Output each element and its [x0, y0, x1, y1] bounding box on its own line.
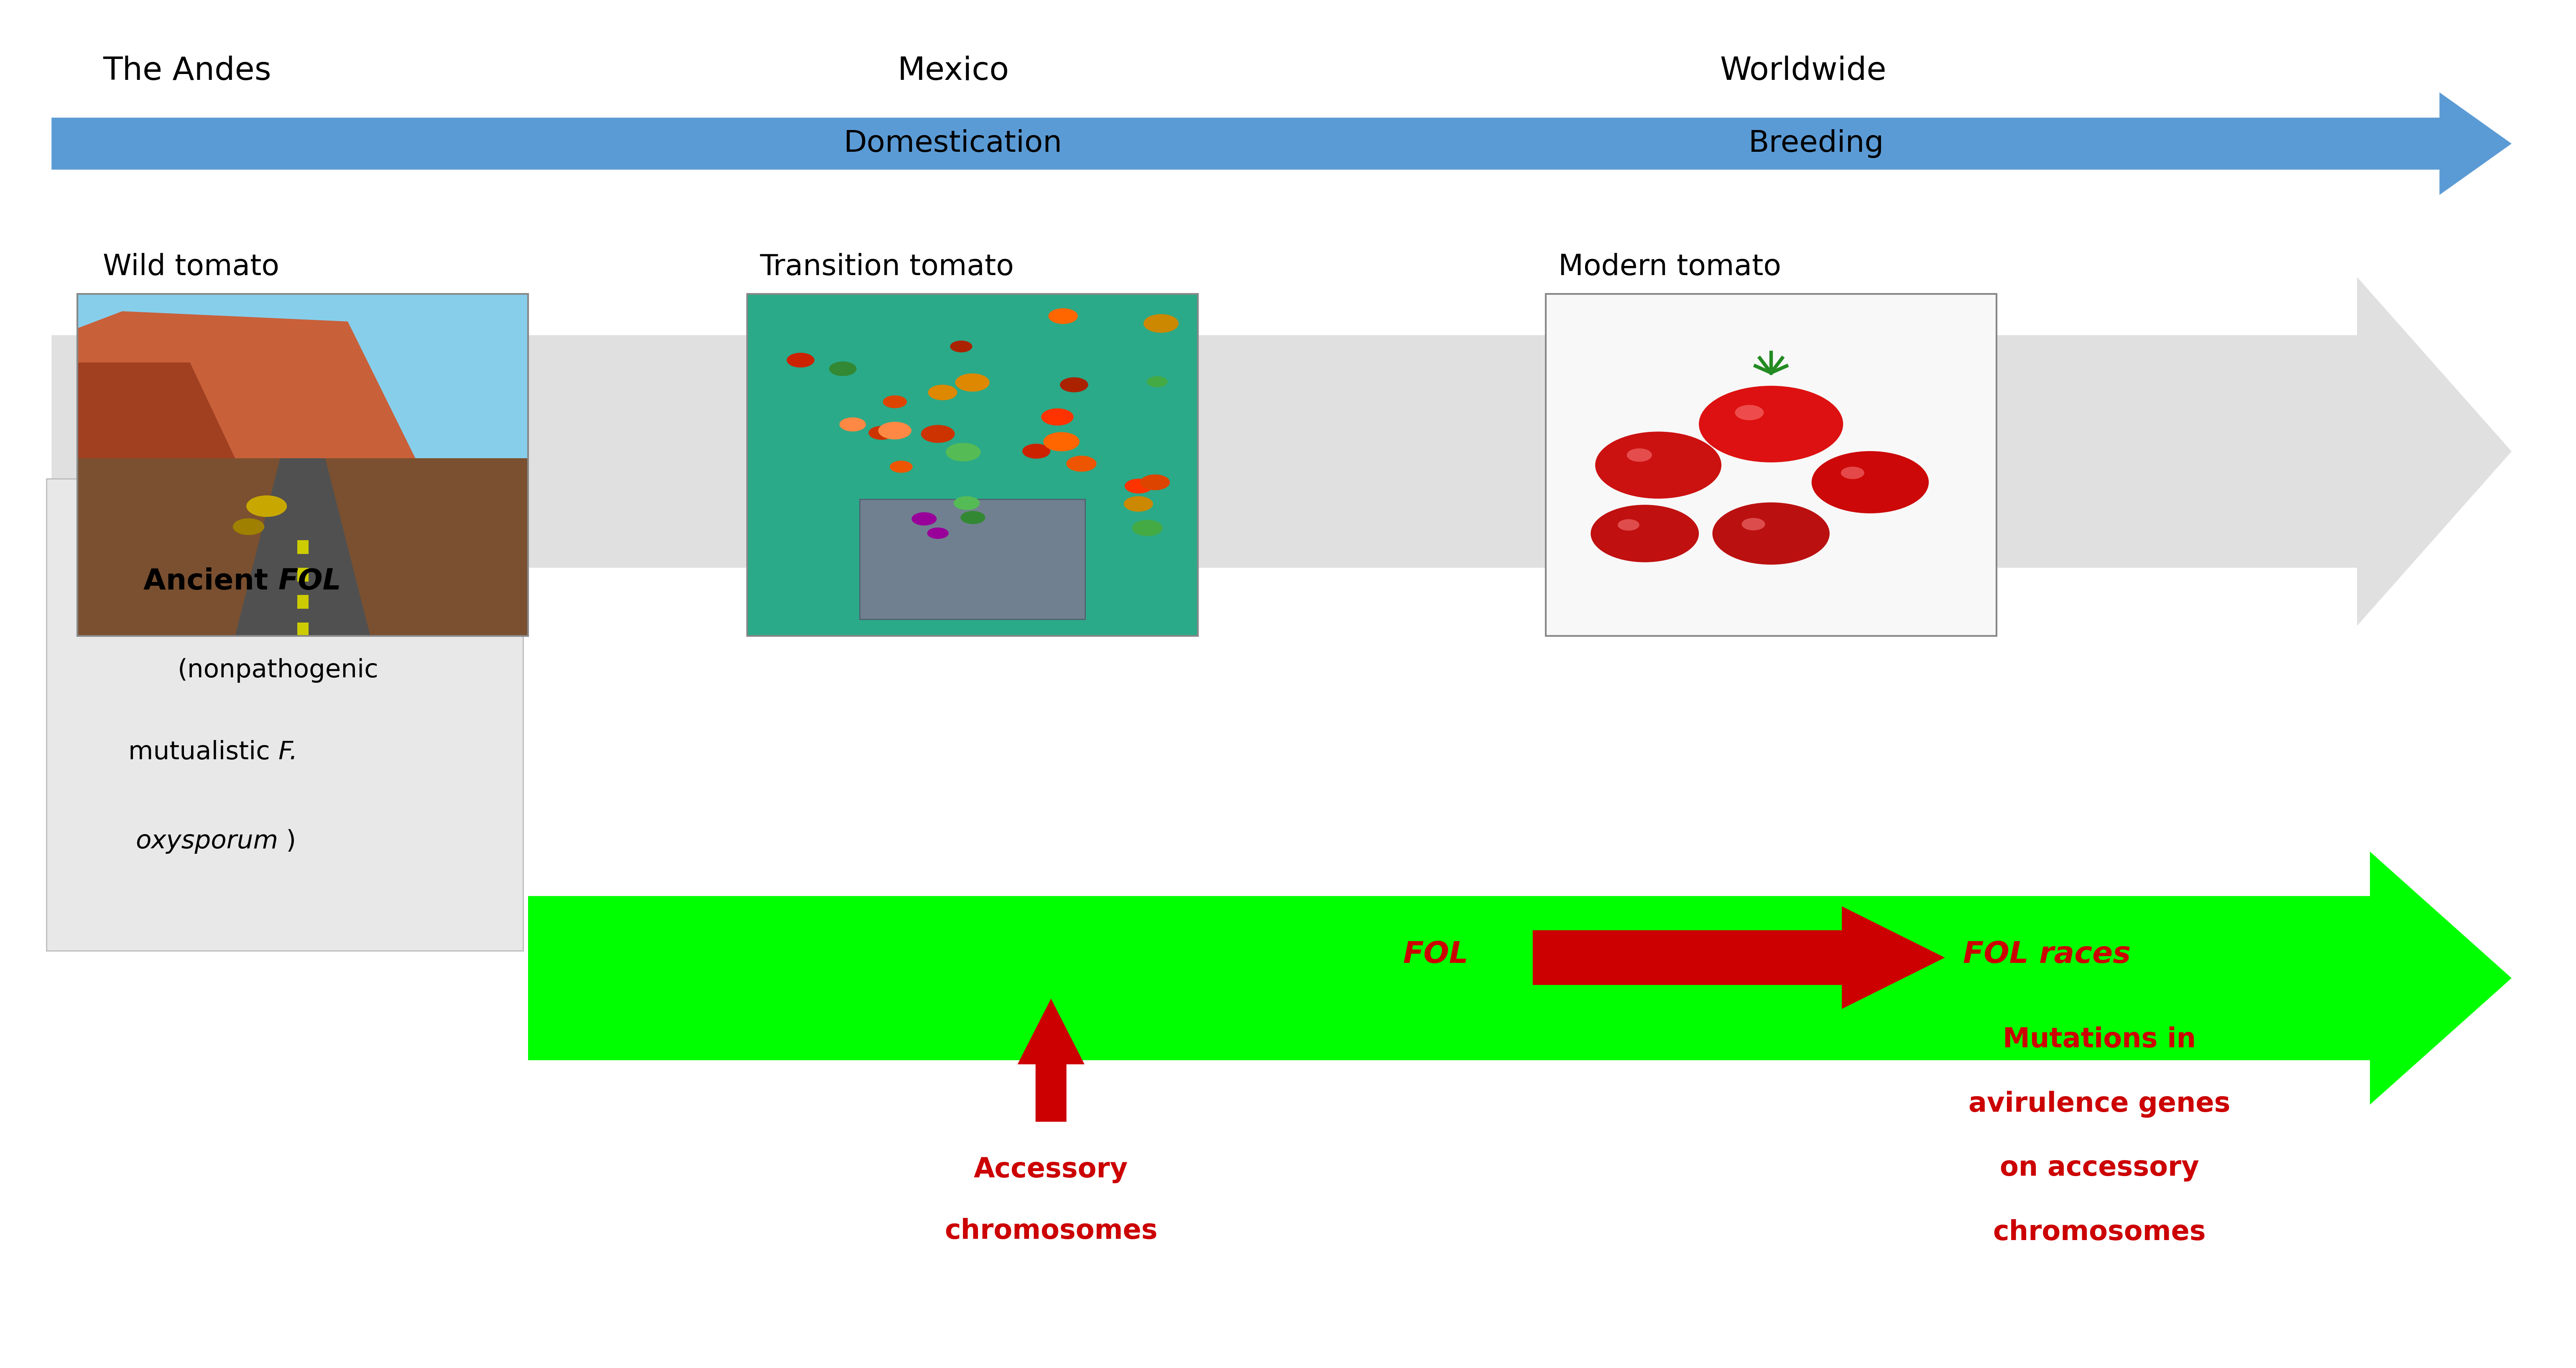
Text: on accessory: on accessory [1999, 1155, 2200, 1182]
Circle shape [1589, 505, 1700, 562]
Circle shape [922, 425, 956, 443]
Bar [747, 294, 1198, 636]
Circle shape [1023, 443, 1051, 458]
Text: (nonpathogenic: (nonpathogenic [178, 658, 379, 683]
Polygon shape [234, 458, 371, 636]
Text: ): ) [278, 829, 296, 854]
Circle shape [884, 395, 907, 408]
Polygon shape [1018, 999, 1084, 1122]
Text: Mutations in: Mutations in [2004, 1026, 2195, 1053]
Circle shape [1048, 308, 1077, 324]
Circle shape [1628, 449, 1651, 462]
Text: Mexico: Mexico [896, 56, 1010, 86]
Circle shape [1842, 466, 1865, 479]
Circle shape [1066, 456, 1097, 472]
Text: Wild tomato: Wild tomato [103, 253, 278, 280]
Text: Ancient: Ancient [144, 568, 278, 595]
Circle shape [889, 461, 912, 473]
Circle shape [1595, 431, 1721, 499]
Bar [1546, 294, 1996, 636]
Text: The Andes: The Andes [103, 56, 270, 86]
Bar [296, 595, 309, 609]
Bar [46, 479, 523, 951]
Text: Worldwide: Worldwide [1721, 56, 1886, 86]
Text: Domestication: Domestication [845, 129, 1061, 159]
Text: FOL: FOL [278, 568, 340, 595]
Circle shape [1043, 432, 1079, 451]
Text: F.: F. [278, 740, 299, 765]
Circle shape [951, 341, 971, 353]
Circle shape [1131, 520, 1162, 536]
Circle shape [1700, 386, 1842, 462]
Circle shape [961, 512, 984, 524]
Text: chromosomes: chromosomes [945, 1218, 1157, 1245]
Circle shape [1126, 479, 1151, 494]
Circle shape [1713, 502, 1829, 565]
Circle shape [1123, 497, 1154, 512]
Circle shape [232, 518, 265, 535]
Polygon shape [77, 312, 415, 458]
Polygon shape [52, 276, 2512, 627]
Bar [77, 294, 528, 458]
Circle shape [1146, 376, 1167, 387]
Polygon shape [52, 93, 2512, 194]
Text: Accessory: Accessory [974, 1156, 1128, 1183]
Circle shape [953, 497, 979, 510]
Text: FOL races: FOL races [1963, 940, 2130, 970]
Circle shape [1618, 518, 1638, 531]
Circle shape [1144, 315, 1180, 332]
Circle shape [1736, 405, 1765, 420]
Bar [860, 499, 1084, 618]
Text: avirulence genes: avirulence genes [1968, 1090, 2231, 1118]
Polygon shape [77, 363, 234, 458]
Circle shape [956, 373, 989, 391]
Polygon shape [1533, 907, 1945, 1010]
Circle shape [1059, 378, 1087, 393]
Text: Transition tomato: Transition tomato [760, 253, 1015, 280]
Bar [77, 458, 528, 636]
Bar [296, 568, 309, 581]
Circle shape [1741, 518, 1765, 531]
Bar [77, 294, 528, 636]
Bar [1546, 294, 1996, 636]
Circle shape [1141, 475, 1170, 490]
Text: Breeding: Breeding [1749, 129, 1883, 159]
Text: Modern tomato: Modern tomato [1558, 253, 1780, 280]
Circle shape [829, 361, 855, 376]
Circle shape [840, 417, 866, 431]
Circle shape [927, 528, 948, 539]
Circle shape [945, 443, 981, 461]
Text: chromosomes: chromosomes [1994, 1219, 2205, 1246]
Text: FOL: FOL [1404, 940, 1468, 970]
Circle shape [1811, 451, 1929, 513]
Text: oxysporum: oxysporum [137, 829, 278, 854]
Bar [296, 540, 309, 554]
Circle shape [1041, 409, 1074, 425]
Circle shape [786, 353, 814, 368]
Circle shape [878, 421, 912, 439]
Circle shape [868, 425, 894, 439]
Circle shape [247, 495, 286, 517]
Text: mutualistic: mutualistic [129, 740, 278, 765]
Bar [747, 294, 1198, 636]
Bar [296, 622, 309, 636]
Polygon shape [528, 851, 2512, 1105]
Circle shape [927, 384, 958, 401]
Circle shape [912, 512, 938, 525]
